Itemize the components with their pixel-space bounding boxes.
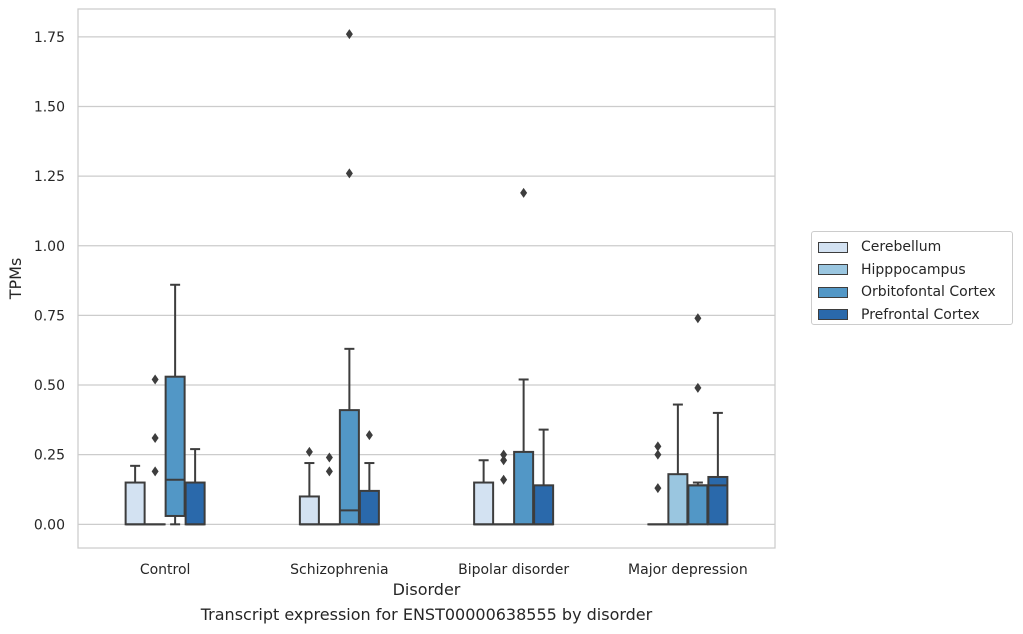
flier-point xyxy=(325,466,333,477)
x-tick-label: Control xyxy=(140,562,191,578)
x-tick-label: Major depression xyxy=(628,562,748,578)
flier-point xyxy=(500,449,508,460)
box-3-3 xyxy=(707,411,729,526)
flier-point xyxy=(500,474,508,485)
box-body xyxy=(358,489,380,526)
legend-item: Prefrontal Cortex xyxy=(818,304,1012,327)
box-1-0 xyxy=(144,374,166,526)
flier-point xyxy=(694,382,702,393)
legend-label: Orbitofontal Cortex xyxy=(861,284,996,301)
legend-swatch xyxy=(818,309,848,321)
legend-label: Hipppocampus xyxy=(861,261,966,278)
legend-swatch xyxy=(818,241,848,253)
flier-point xyxy=(325,452,333,463)
y-tick-labels: 0.00 0.25 0.50 0.75 1.00 1.25 1.50 1.75 xyxy=(34,30,65,533)
x-axis-label: Disorder xyxy=(393,580,461,599)
box-body xyxy=(164,375,186,517)
box-0-2 xyxy=(473,459,495,526)
flier-point xyxy=(654,483,662,494)
box-body xyxy=(667,473,689,526)
flier-point xyxy=(151,466,159,477)
box-2-2 xyxy=(513,187,535,526)
flier-point xyxy=(694,313,702,324)
legend-item: Orbitofontal Cortex xyxy=(818,281,1012,304)
box-body xyxy=(687,484,709,526)
x-tick-label: Schizophrenia xyxy=(290,562,388,578)
flier-point xyxy=(151,432,159,443)
box-3-2 xyxy=(533,428,555,526)
flier-point xyxy=(345,29,353,40)
flier-point xyxy=(151,374,159,385)
box-0-1 xyxy=(298,446,320,526)
flier-point xyxy=(654,441,662,452)
box-0-3 xyxy=(647,441,669,526)
box-body xyxy=(124,481,146,526)
box-body xyxy=(298,495,320,526)
box-1-2 xyxy=(493,449,515,526)
flier-point xyxy=(305,446,313,457)
box-body xyxy=(533,484,555,526)
y-tick-label: 0.75 xyxy=(34,308,65,324)
box-2-3 xyxy=(687,313,709,526)
box-body xyxy=(473,481,495,526)
x-tick-labels: Control Schizophrenia Bipolar disorder Majo… xyxy=(140,562,748,578)
box-body xyxy=(338,409,360,526)
box-1-3 xyxy=(667,403,689,526)
box-1-1 xyxy=(318,452,340,526)
box-body xyxy=(184,481,206,526)
box-0-0 xyxy=(124,464,146,526)
flier-point xyxy=(345,168,353,179)
y-tick-label: 1.75 xyxy=(34,30,65,46)
y-tick-label: 0.00 xyxy=(34,517,65,533)
y-tick-label: 0.25 xyxy=(34,448,65,464)
plot-frame xyxy=(77,8,776,549)
legend-item: Cerebellum xyxy=(818,236,1012,259)
y-tick-label: 0.50 xyxy=(34,378,65,394)
legend-swatch xyxy=(818,264,848,276)
y-tick-label: 1.50 xyxy=(34,99,65,115)
box-3-0 xyxy=(184,448,206,526)
y-tick-label: 1.25 xyxy=(34,169,65,185)
box-2-0 xyxy=(164,283,186,526)
flier-point xyxy=(365,430,373,441)
y-tick-label: 1.00 xyxy=(34,239,65,255)
flier-point xyxy=(520,187,528,198)
y-axis-label: TPMs xyxy=(6,258,25,301)
flier-point xyxy=(654,449,662,460)
boxes-layer xyxy=(124,29,729,526)
legend-label: Cerebellum xyxy=(861,239,942,256)
box-body xyxy=(707,475,729,526)
box-body xyxy=(513,450,535,526)
figure-caption: Transcript expression for ENST0000063855… xyxy=(200,605,653,624)
x-tick-label: Bipolar disorder xyxy=(458,562,569,578)
legend-item: Hipppocampus xyxy=(818,259,1012,282)
box-3-1 xyxy=(358,430,380,526)
flier-point xyxy=(500,455,508,466)
legend-label: Prefrontal Cortex xyxy=(861,306,980,323)
legend-swatch xyxy=(818,286,848,298)
box-2-1 xyxy=(338,29,360,526)
legend: Cerebellum Hipppocampus Orbitofontal Corte… xyxy=(811,231,1013,325)
